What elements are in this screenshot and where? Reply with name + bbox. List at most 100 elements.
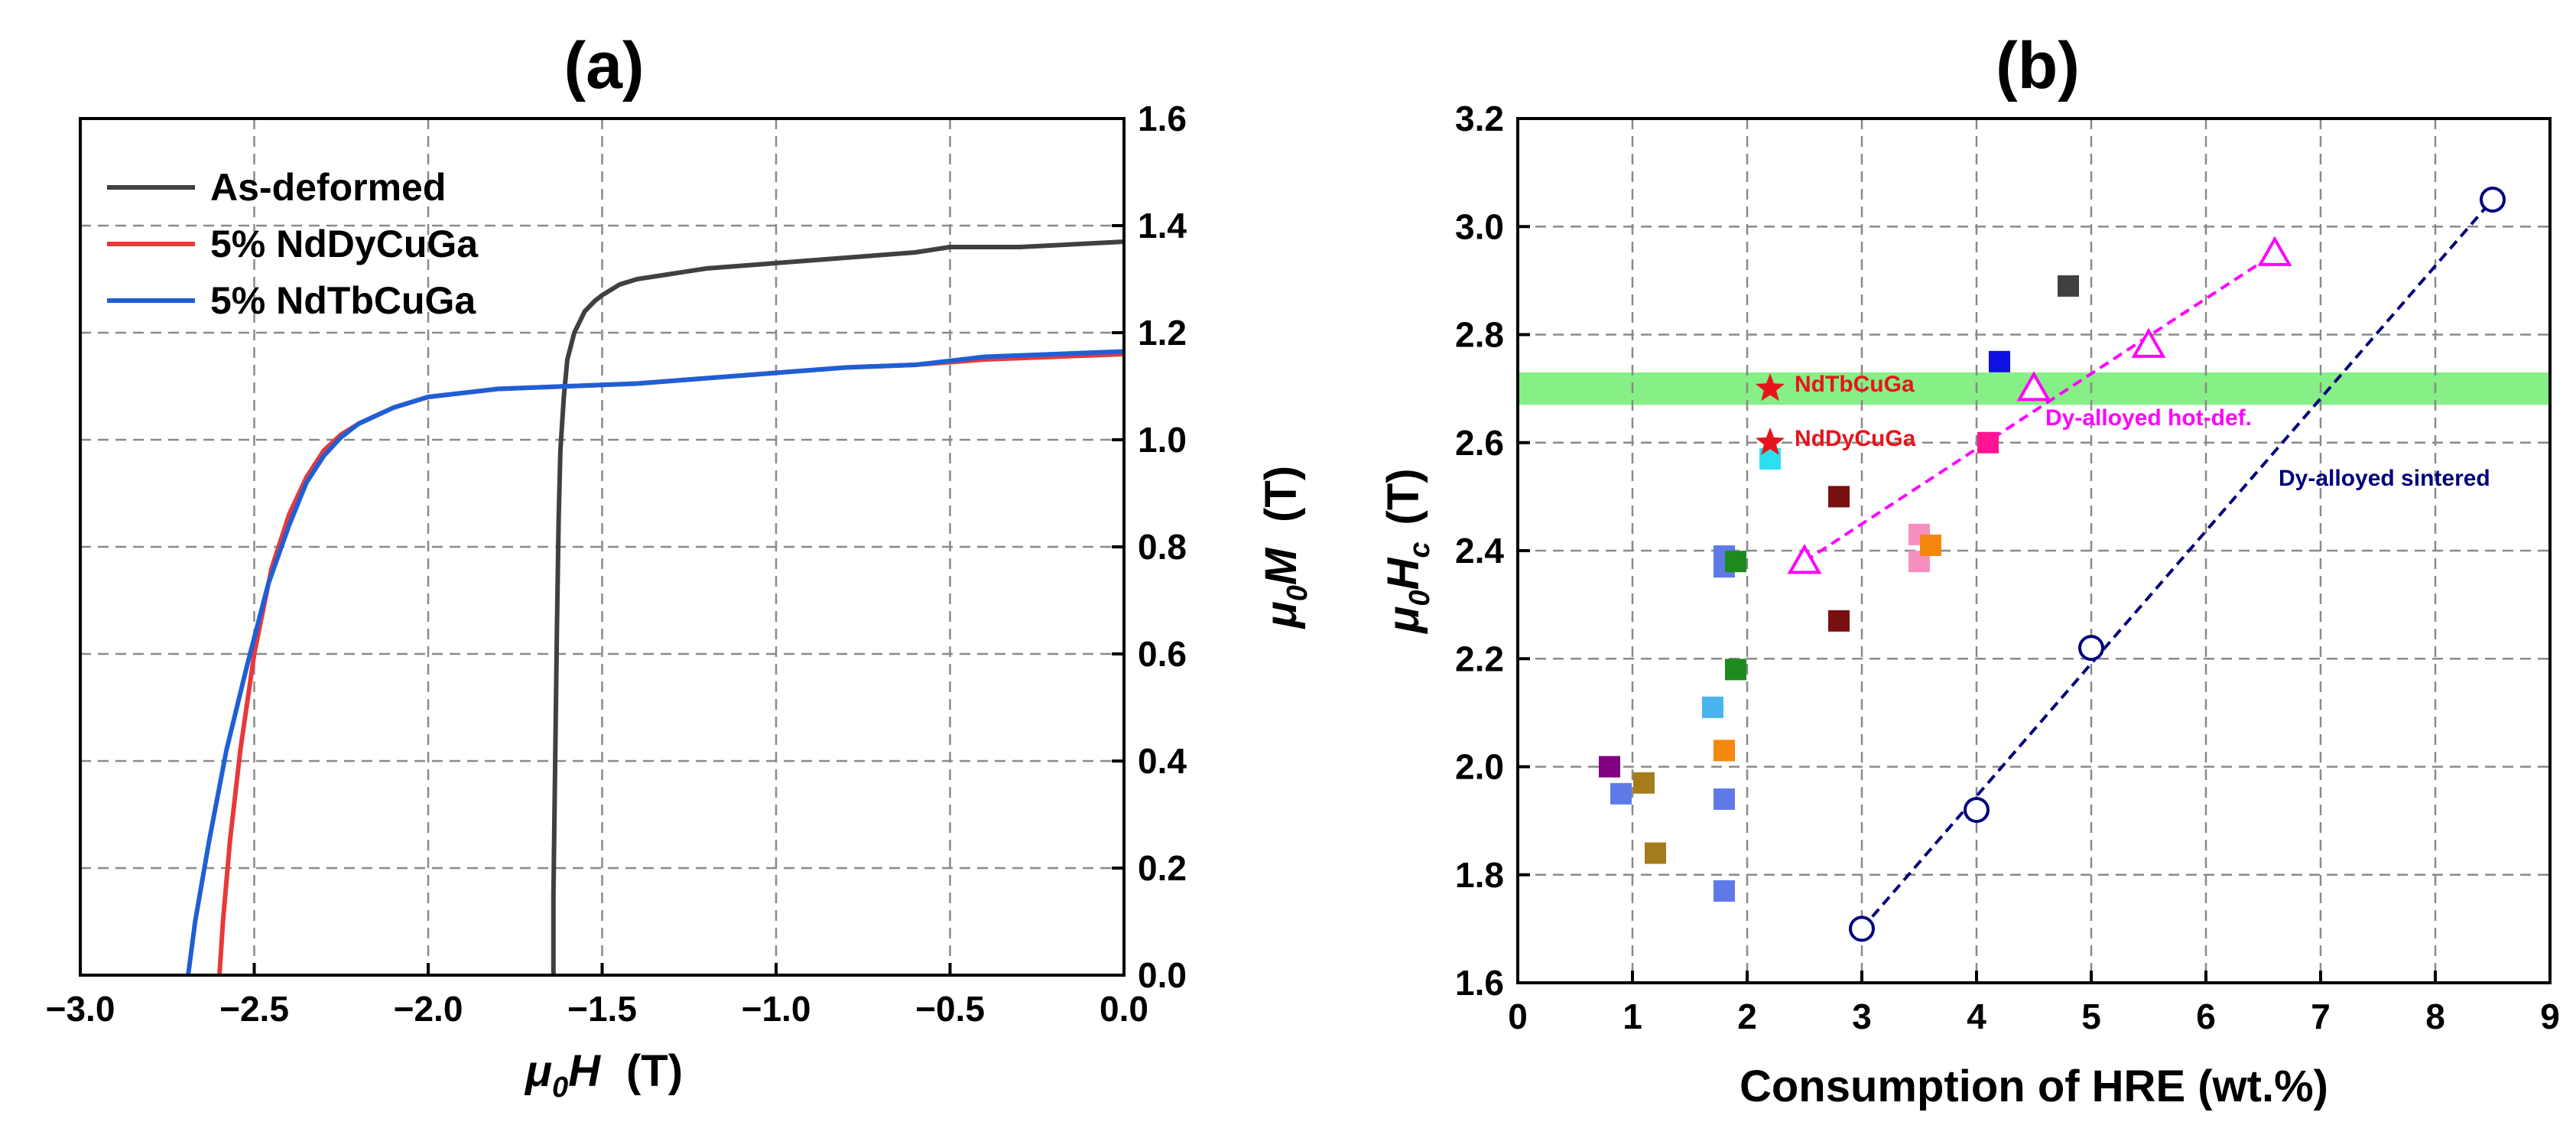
square-point [1610, 782, 1632, 805]
panel-a: (a) −3.0 −2.5 −2.0 −1.5 −1.0 −0.5 0.00.0 0.2 0.4… [46, 29, 1314, 1104]
panel-b-y-axis-title: μ0Hc (T) [1379, 468, 1436, 634]
square-point [2058, 275, 2079, 297]
panel-a-legend: As-deformed 5% NdDyCuGa 5% NdTbCuGa [107, 166, 479, 322]
b-ytick-label: 2.6 [1455, 423, 1504, 463]
annotation-nddycuga: NdDyCuGa [1795, 426, 1916, 451]
square-point [1920, 534, 1941, 556]
fit-line-dy-alloyed-hot-def [1803, 252, 2276, 563]
panel-a-x-axis-title: μ0H (T) [524, 1046, 683, 1104]
b-xtick-label: 2 [1737, 997, 1757, 1036]
square-point [1645, 842, 1666, 864]
panel-a-grid [80, 119, 1124, 975]
b-ytick-label: 3.2 [1455, 99, 1504, 138]
yb-title-var: H [1379, 557, 1428, 590]
curve-as-deformed [551, 239, 1125, 975]
legend-label-as-deformed: As-deformed [210, 166, 446, 209]
b-xtick-label: 8 [2425, 997, 2445, 1036]
circle-point-dy-alloyed-sintered [1964, 797, 1990, 823]
b-xtick-label: 9 [2540, 997, 2560, 1036]
panel-b-ticks: 0 1 2 3 4 5 6 7 8 9 1.6 1.8 2.0 2.2 2.4 2.6 2.8 3.0 3.2 [1455, 99, 2560, 1036]
b-ytick-label: 2.2 [1455, 639, 1504, 678]
x-title-mu: μ [524, 1046, 552, 1096]
panel-b: (b) 0 1 2 3 4 5 6 7 8 9 1.6 1.8 2.0 2.2 2.4 2.6 2.8 3.0 3.… [1379, 29, 2560, 1111]
b-ytick-label: 3.0 [1455, 207, 1504, 246]
a-xtick-label: −2.0 [394, 989, 463, 1029]
y-title-mu: μ [1256, 601, 1306, 629]
curve-5-nddycuga [217, 352, 1125, 976]
curve-5-ndtbcuga [186, 349, 1125, 976]
star-point-ndtbcuga [1756, 373, 1785, 402]
a-ytick-label: 1.4 [1138, 206, 1187, 246]
panel-b-fit-lines [1803, 198, 2494, 930]
a-ytick-label: 1.6 [1138, 99, 1187, 138]
b-ytick-label: 2.0 [1455, 747, 1504, 787]
panel-b-points [1599, 186, 2506, 942]
annotation-dy-alloyed-hot-def: Dy-alloyed hot-def. [2045, 405, 2252, 431]
a-xtick-label: −3.0 [46, 989, 115, 1029]
a-xtick-label: −0.5 [915, 989, 985, 1029]
fit-line-dy-alloyed-sintered [1860, 198, 2494, 930]
y-title-sub: 0 [1282, 585, 1314, 601]
square-point [1828, 486, 1850, 508]
b-xtick-label: 3 [1852, 997, 1872, 1036]
a-ytick-label: 1.0 [1138, 420, 1187, 460]
a-xtick-label: −2.5 [219, 989, 289, 1029]
a-xtick-label: −1.5 [567, 989, 637, 1029]
panel-b-x-axis-title: Consumption of HRE (wt.%) [1740, 1062, 2328, 1111]
a-xtick-label: −1.0 [742, 989, 811, 1029]
panel-b-label: (b) [1996, 29, 2080, 102]
b-ytick-label: 2.8 [1455, 315, 1504, 355]
square-point [1633, 772, 1655, 794]
square-point [1714, 740, 1735, 762]
b-xtick-label: 1 [1623, 997, 1642, 1036]
b-xtick-label: 4 [1967, 997, 1986, 1036]
yb-title-subc: c [1404, 541, 1436, 558]
square-point [1828, 610, 1850, 632]
x-title-sub: 0 [552, 1072, 568, 1104]
a-ytick-label: 0.0 [1138, 955, 1187, 995]
triangle-point-dy-alloyed-hot-def [1787, 544, 1822, 574]
panel-a-curves [186, 239, 1125, 976]
x-title-unit: (T) [626, 1046, 683, 1096]
a-xtick-label: 0.0 [1100, 989, 1148, 1029]
square-point [1725, 659, 1746, 681]
panel-a-label: (a) [564, 29, 644, 102]
a-ytick-label: 0.4 [1138, 741, 1187, 781]
yb-title-mu: μ [1379, 607, 1428, 635]
square-point [1989, 350, 2010, 372]
panel-b-grid [1518, 119, 2550, 983]
circle-point-dy-alloyed-sintered [1849, 915, 1875, 942]
b-xtick-label: 6 [2196, 997, 2216, 1036]
square-point [1702, 696, 1723, 718]
panel-a-y-axis-title: μ0M (T) [1256, 466, 1314, 630]
legend-label-ndtbcuga: 5% NdTbCuGa [210, 279, 476, 322]
star-point-nddycuga [1756, 427, 1785, 455]
triangle-point-dy-alloyed-hot-def [2257, 236, 2292, 266]
b-xtick-label: 0 [1508, 997, 1528, 1036]
circle-point-dy-alloyed-sintered [2078, 635, 2104, 662]
y-title-var: M [1256, 547, 1306, 585]
triangle-point-dy-alloyed-hot-def [2016, 371, 2051, 402]
panel-a-ticks: −3.0 −2.5 −2.0 −1.5 −1.0 −0.5 0.00.0 0.2 0.4 0.6 0… [46, 99, 1187, 1029]
y-title-unit: (T) [1256, 466, 1306, 522]
b-xtick-label: 5 [2081, 997, 2101, 1036]
b-ytick-label: 2.4 [1455, 531, 1504, 571]
x-title-var: H [568, 1046, 601, 1096]
b-xtick-label: 7 [2311, 997, 2331, 1036]
circle-point-dy-alloyed-sintered [2480, 186, 2506, 213]
a-ytick-label: 0.8 [1138, 527, 1187, 567]
b-ytick-label: 1.8 [1455, 855, 1504, 895]
a-ytick-label: 0.2 [1138, 848, 1187, 888]
triangle-point-dy-alloyed-hot-def [2131, 327, 2166, 358]
legend-label-nddycuga: 5% NdDyCuGa [210, 223, 479, 265]
square-point [1977, 431, 1999, 454]
yb-title-sub0: 0 [1404, 590, 1436, 606]
square-point [1599, 756, 1620, 778]
a-ytick-label: 0.6 [1138, 634, 1187, 674]
annotation-dy-alloyed-sintered: Dy-alloyed sintered [2279, 466, 2490, 491]
square-point [1714, 880, 1735, 902]
a-ytick-label: 1.2 [1138, 313, 1187, 353]
b-ytick-label: 1.6 [1455, 963, 1504, 1003]
yb-title-unit: (T) [1379, 468, 1428, 525]
